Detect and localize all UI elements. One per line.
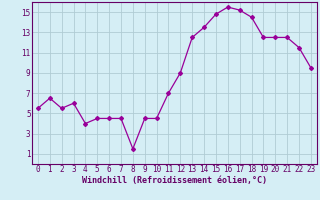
X-axis label: Windchill (Refroidissement éolien,°C): Windchill (Refroidissement éolien,°C) bbox=[82, 176, 267, 185]
